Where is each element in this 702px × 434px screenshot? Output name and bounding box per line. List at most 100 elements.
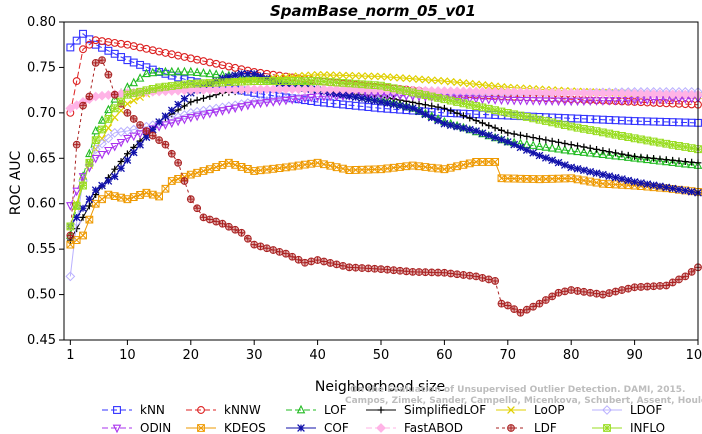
point-odin xyxy=(97,150,107,160)
point-ldf xyxy=(681,272,690,281)
point-inflo xyxy=(345,79,354,88)
point-fastabod xyxy=(280,84,291,95)
point-kdeos xyxy=(72,236,81,244)
point-inflo xyxy=(668,140,677,149)
series-line-ldf xyxy=(69,59,699,314)
point-inflo xyxy=(687,144,696,153)
point-knnw xyxy=(72,77,81,86)
point-lof xyxy=(180,66,189,76)
point-simplifiedlof xyxy=(124,150,131,158)
point-fastabod xyxy=(623,88,634,99)
point-inflo xyxy=(402,87,411,95)
point-odin xyxy=(535,97,544,106)
point-odin xyxy=(541,97,551,106)
point-inflo xyxy=(491,106,500,115)
point-cof xyxy=(675,185,683,194)
point-loop xyxy=(326,71,335,79)
point-cof xyxy=(358,94,366,103)
point-kdeos xyxy=(320,160,328,169)
x-tick-label: 40 xyxy=(309,348,326,363)
x-tick-label: 30 xyxy=(246,348,263,363)
point-inflo xyxy=(142,86,151,95)
point-odin xyxy=(78,173,88,182)
point-inflo xyxy=(167,82,176,90)
point-loop xyxy=(389,73,398,82)
point-ldf xyxy=(250,240,259,249)
point-kdeos xyxy=(186,170,195,179)
point-lof xyxy=(110,93,120,103)
point-cof xyxy=(440,119,449,128)
point-inflo xyxy=(79,181,87,190)
point-simplifiedlof xyxy=(675,157,683,165)
point-inflo xyxy=(320,77,328,86)
x-axis-title: Neighborhood size xyxy=(315,379,445,395)
point-inflo xyxy=(611,130,620,139)
point-loop xyxy=(117,106,125,115)
point-odin xyxy=(528,97,538,106)
point-ldf xyxy=(193,204,202,213)
point-simplifiedlof xyxy=(441,104,448,112)
point-ldf xyxy=(262,244,271,253)
point-loop xyxy=(383,73,392,81)
legend-marker-fastabod xyxy=(376,423,386,433)
point-fastabod xyxy=(274,84,285,95)
point-fastabod xyxy=(648,89,659,99)
point-ldf xyxy=(161,140,170,149)
point-ldf xyxy=(256,242,265,251)
point-inflo xyxy=(478,103,487,112)
point-loop xyxy=(440,77,449,85)
point-inflo xyxy=(332,78,341,87)
point-lof xyxy=(598,149,608,159)
point-simplifiedlof xyxy=(656,155,664,163)
legend-item-kdeos: KDEOS xyxy=(186,421,266,434)
point-lof xyxy=(104,104,113,114)
point-cof xyxy=(592,169,601,178)
point-loop xyxy=(446,77,455,86)
point-fastabod xyxy=(566,87,577,98)
point-cof xyxy=(129,148,138,157)
point-fastabod xyxy=(636,88,646,99)
point-odin xyxy=(199,111,208,120)
point-kdeos xyxy=(389,163,398,172)
point-cof xyxy=(611,173,620,182)
point-lof xyxy=(129,77,139,87)
point-inflo xyxy=(440,95,449,104)
point-lof xyxy=(579,147,589,156)
point-lof xyxy=(611,150,620,160)
point-odin xyxy=(256,99,265,109)
legend-label-cof: COF xyxy=(324,421,349,434)
point-ldf xyxy=(129,115,138,123)
point-ldf xyxy=(567,286,576,294)
point-inflo xyxy=(85,158,94,167)
point-kdeos xyxy=(383,164,392,173)
point-inflo xyxy=(186,79,195,88)
point-cof xyxy=(351,93,360,102)
point-simplifiedlof xyxy=(548,137,556,145)
series-cof xyxy=(66,69,702,231)
point-cof xyxy=(503,138,512,146)
point-loop xyxy=(402,74,411,83)
point-ldf xyxy=(459,271,468,279)
point-odin xyxy=(167,119,177,129)
point-simplifiedlof xyxy=(681,158,689,165)
point-loop xyxy=(434,76,442,85)
point-cof xyxy=(377,98,385,106)
point-loop xyxy=(320,71,328,79)
point-inflo xyxy=(180,80,189,89)
point-fastabod xyxy=(686,89,697,100)
point-ldf xyxy=(66,231,75,240)
point-ldf xyxy=(579,288,588,296)
chart-title: SpamBase_norm_05_v01 xyxy=(270,2,476,20)
point-lof xyxy=(655,155,665,165)
point-inflo xyxy=(256,77,265,85)
point-simplifiedlof xyxy=(523,132,531,140)
point-cof xyxy=(567,163,576,172)
point-kdeos xyxy=(231,160,240,169)
point-cof xyxy=(136,140,144,149)
point-ldf xyxy=(529,302,538,311)
point-inflo xyxy=(155,83,163,92)
x-tick-label: 1 xyxy=(66,348,74,363)
point-loop xyxy=(370,72,379,81)
point-inflo xyxy=(465,100,474,109)
point-cof xyxy=(465,125,474,134)
